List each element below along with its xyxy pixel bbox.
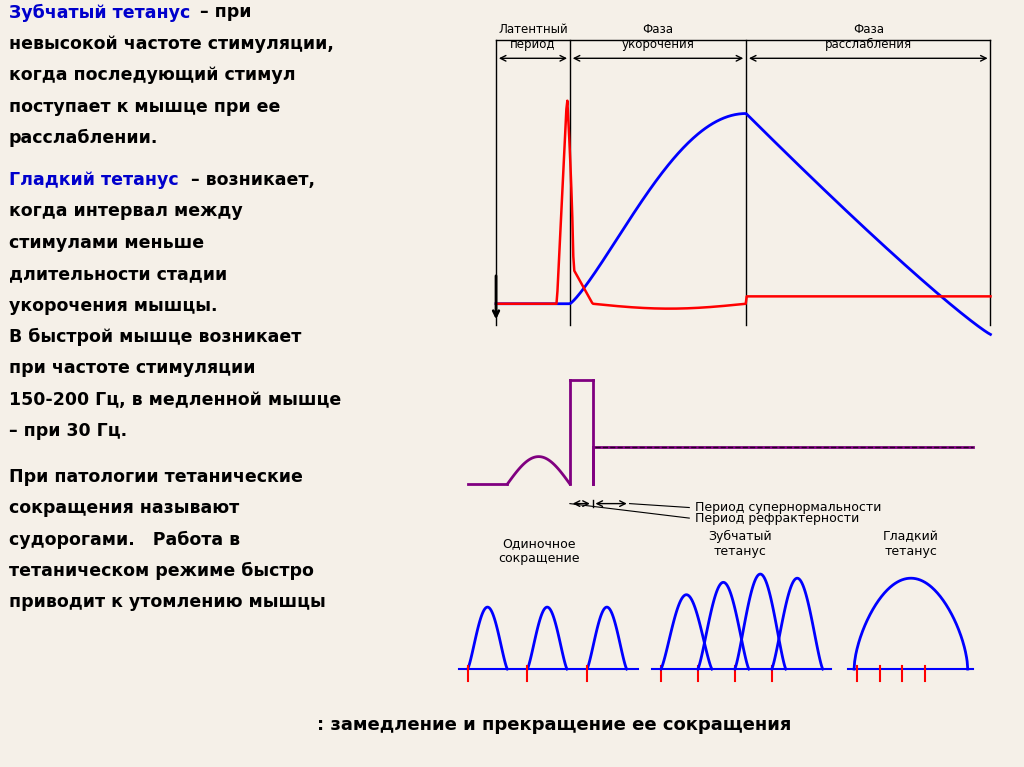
Text: При патологии тетанические: При патологии тетанические [9,468,303,486]
Text: при частоте стимуляции: при частоте стимуляции [9,360,255,377]
Text: Зубчатый
тетанус: Зубчатый тетанус [709,531,772,558]
Text: стимулами меньше: стимулами меньше [9,234,204,252]
Text: Одиночное
сокращение: Одиночное сокращение [498,537,580,565]
Text: : замедление и прекращение ее сокращения: : замедление и прекращение ее сокращения [317,716,792,734]
Text: Период супернормальности: Период супернормальности [695,501,882,514]
Text: когда интервал между: когда интервал между [9,202,243,220]
Text: 150-200 Гц, в медленной мышце: 150-200 Гц, в медленной мышце [9,391,341,409]
Text: Гладкий
тетанус: Гладкий тетанус [883,531,939,558]
Text: укорочения мышцы.: укорочения мышцы. [9,297,217,314]
Text: Фаза
расслабления: Фаза расслабления [824,23,911,51]
Text: невысокой частоте стимуляции,: невысокой частоте стимуляции, [9,35,334,53]
Text: поступает к мышце при ее: поступает к мышце при ее [9,97,281,116]
Text: – возникает,: – возникает, [185,171,315,189]
Text: судорогами.   Работа в: судорогами. Работа в [9,531,240,548]
Text: Период рефрактерности: Период рефрактерности [695,512,859,525]
Text: Зубчатый тетанус: Зубчатый тетанус [9,4,190,21]
Text: Фаза
укорочения: Фаза укорочения [622,23,694,51]
Text: длительности стадии: длительности стадии [9,265,227,283]
Text: В быстрой мышце возникает: В быстрой мышце возникает [9,328,301,346]
Text: когда последующий стимул: когда последующий стимул [9,66,296,84]
Text: – при 30 Гц.: – при 30 Гц. [9,423,127,440]
Text: расслаблении.: расслаблении. [9,129,158,147]
Text: Гладкий тетанус: Гладкий тетанус [9,171,178,189]
Text: сокращения называют: сокращения называют [9,499,239,517]
Text: приводит к утомлению мышцы: приводит к утомлению мышцы [9,594,326,611]
Text: Латентный
период: Латентный период [498,23,568,51]
Text: – при: – при [194,4,251,21]
Text: тетаническом режиме быстро: тетаническом режиме быстро [9,562,313,580]
